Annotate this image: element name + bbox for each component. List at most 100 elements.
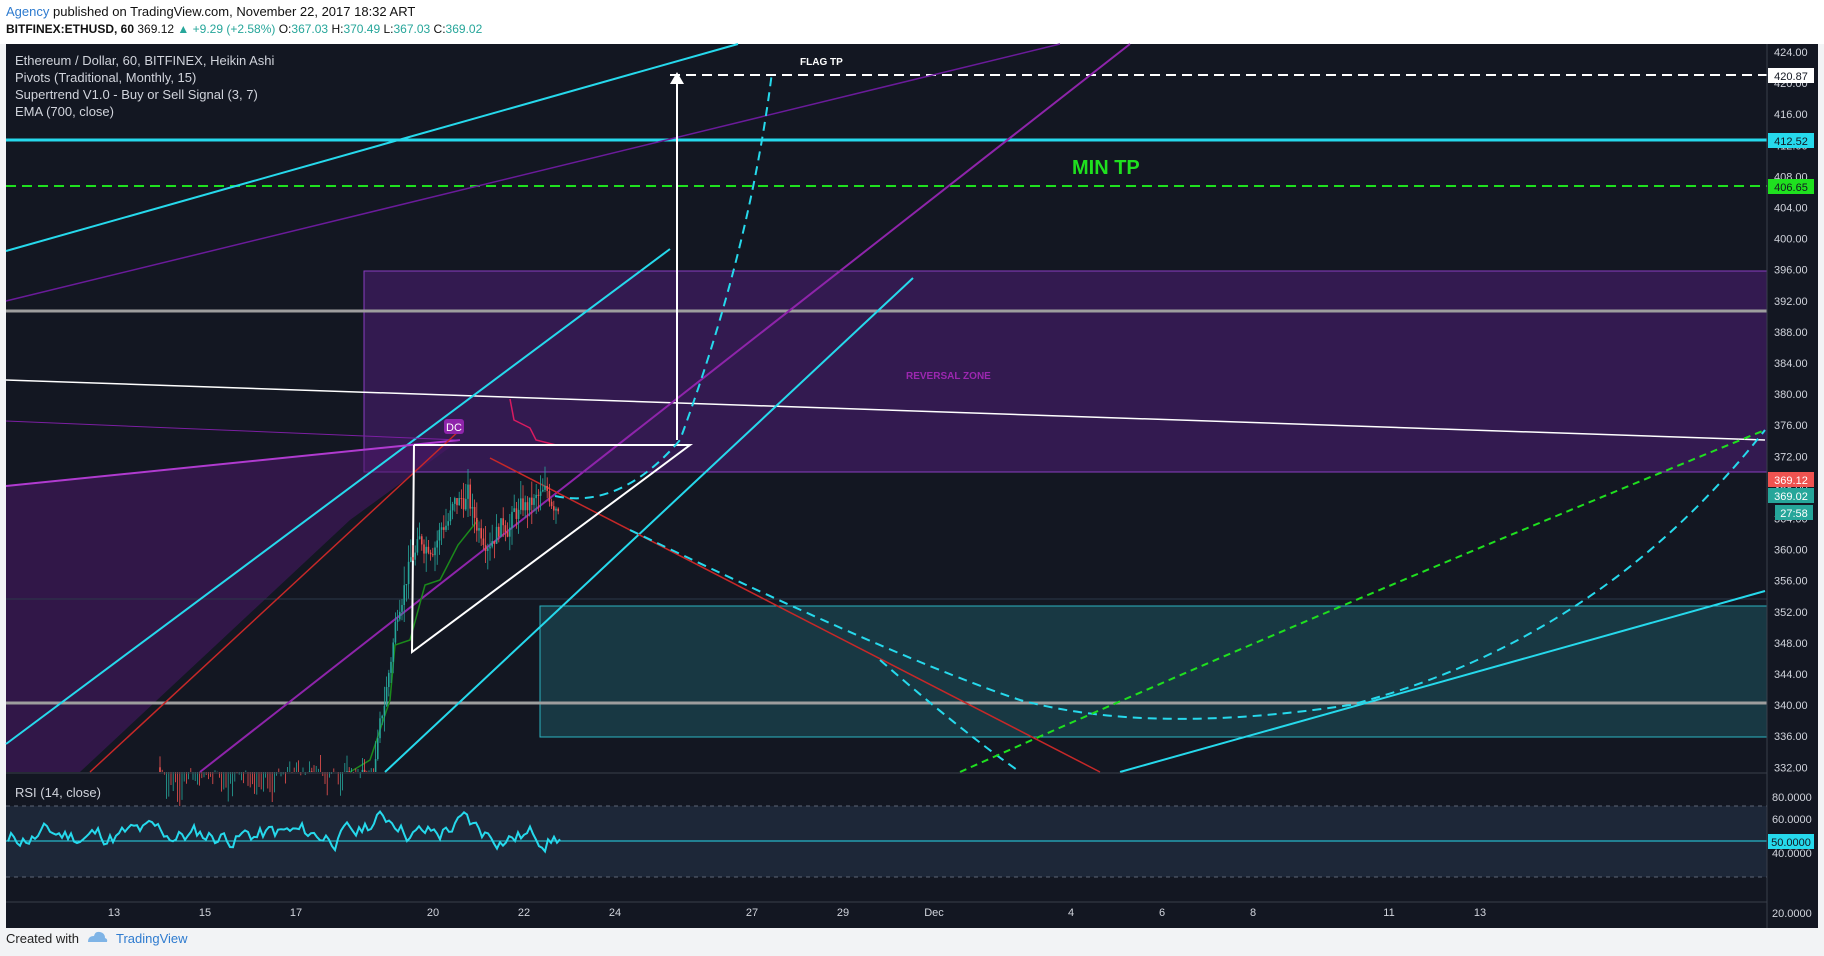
price-tick: 384.00: [1774, 358, 1808, 370]
time-tick: 29: [837, 907, 849, 919]
rsi-tick: 80.0000: [1772, 792, 1812, 804]
price-tick: 348.00: [1774, 638, 1808, 650]
publish-line: Agency published on TradingView.com, Nov…: [6, 4, 415, 19]
rsi-axis[interactable]: 80.0000 60.0000 40.0000 20.0000: [1772, 792, 1812, 920]
cyan-channel-mid: [5, 248, 671, 745]
time-tick: Dec: [924, 907, 944, 919]
ohlc-c-label: C:: [433, 22, 446, 36]
dc-text: DC: [446, 422, 462, 434]
author-link[interactable]: Agency: [6, 4, 50, 19]
price-tick: 352.00: [1774, 607, 1808, 619]
price-change: +9.29 (+2.58%): [192, 22, 276, 36]
resistance-badge-text: 412.52: [1774, 136, 1808, 148]
left-purple-area: [6, 440, 460, 772]
close-price-badge: [1768, 488, 1814, 503]
reversal-zone: [363, 270, 1768, 473]
price-tick: 360.00: [1774, 545, 1808, 557]
arrow-head-icon: [670, 72, 684, 84]
min-tp-label: MIN TP: [1072, 157, 1140, 179]
time-tick: 24: [609, 907, 621, 919]
price-tick: 388.00: [1774, 327, 1808, 339]
symbol-line: BITFINEX:ETHUSD, 60 369.12 ▲ +9.29 (+2.5…: [6, 22, 482, 36]
cyan-support-line: [1119, 590, 1766, 773]
legend-ema[interactable]: EMA (700, close): [15, 104, 114, 119]
rsi-tick: 20.0000: [1772, 908, 1812, 920]
ohlc-o-label: O:: [278, 22, 292, 36]
tradingview-link[interactable]: TradingView: [116, 931, 188, 946]
min-tp-badge: [1768, 179, 1814, 194]
flag-tp-badge: [1768, 68, 1814, 83]
dc-badge: [444, 419, 464, 434]
tradingview-logo-icon: [88, 931, 108, 942]
up-arrow-icon: ▲: [177, 22, 190, 36]
timer-badge: [1775, 505, 1813, 520]
support-zone: [539, 605, 1768, 738]
price-tick: 396.00: [1774, 265, 1808, 277]
time-tick: 20: [427, 907, 439, 919]
ohlc-o-value: 367.03: [291, 22, 329, 36]
descending-trendline: [5, 379, 1766, 441]
resistance-badge: [1768, 133, 1814, 148]
legend-series[interactable]: Ethereum / Dollar, 60, BITFINEX, Heikin …: [15, 53, 275, 68]
created-with-text: Created with: [6, 931, 79, 946]
timer-badge-text: 27:58: [1780, 508, 1808, 520]
time-axis[interactable]: 13 15 17 20 22 24 27 29 Dec 4 6 8 11 13: [108, 907, 1486, 919]
rsi-mid-badge-text: 50.0000: [1771, 837, 1811, 849]
supertrend-green: [349, 519, 479, 773]
time-tick: 6: [1159, 907, 1165, 919]
last-price-badge: [1768, 472, 1814, 487]
time-tick: 22: [518, 907, 530, 919]
time-tick: 15: [199, 907, 211, 919]
cyan-channel-low: [384, 277, 914, 773]
symbol-text: BITFINEX:ETHUSD, 60: [6, 22, 135, 36]
footer: [0, 928, 1824, 956]
rsi-mid-badge: [1768, 834, 1814, 849]
last-price-badge-text: 369.12: [1774, 475, 1808, 487]
purple-line-4: [5, 420, 461, 441]
price-tick: 380.00: [1774, 389, 1808, 401]
price-tick: 344.00: [1774, 669, 1808, 681]
price-tick: 392.00: [1774, 296, 1808, 308]
time-tick: 8: [1250, 907, 1256, 919]
red-line-1: [89, 429, 461, 773]
ohlc-l-value: 367.03: [393, 22, 431, 36]
purple-line-1: [5, 43, 1061, 302]
ohlc-c-value: 369.02: [445, 22, 483, 36]
candles: [159, 466, 559, 808]
min-tp-badge-text: 406.65: [1774, 182, 1808, 194]
rsi-legend[interactable]: RSI (14, close): [15, 785, 101, 800]
rsi-tick: 60.0000: [1772, 814, 1812, 826]
price-tick: 336.00: [1774, 731, 1808, 743]
price-tick: 356.00: [1774, 576, 1808, 588]
legend-supertrend[interactable]: Supertrend V1.0 - Buy or Sell Signal (3,…: [15, 87, 258, 102]
green-projection: [959, 429, 1766, 773]
ohlc-l-label: L:: [383, 22, 394, 36]
ohlc-h-label: H:: [331, 22, 344, 36]
bull-projection: [554, 71, 773, 500]
rsi-line: [7, 810, 561, 854]
time-tick: 17: [290, 907, 302, 919]
price-tick: 424.00: [1774, 47, 1808, 59]
last-price: 369.12: [137, 22, 175, 36]
chart-legend: Ethereum / Dollar, 60, BITFINEX, Heikin …: [15, 52, 274, 120]
purple-line-2: [199, 43, 1131, 773]
supertrend-red: [509, 398, 557, 446]
price-tick: 340.00: [1774, 700, 1808, 712]
ohlc-h-value: 370.49: [343, 22, 381, 36]
red-line-2: [489, 457, 1101, 773]
bear-projection: [629, 429, 1766, 720]
cyan-channel-top: [5, 43, 739, 252]
legend-pivots[interactable]: Pivots (Traditional, Monthly, 15): [15, 70, 197, 85]
price-tick: 400.00: [1774, 234, 1808, 246]
published-text: published on TradingView.com, November 2…: [53, 4, 416, 19]
price-axis[interactable]: 424.00420.00416.00412.00408.00404.00400.…: [1774, 47, 1808, 774]
time-tick: 13: [1474, 907, 1486, 919]
price-tick: 332.00: [1774, 762, 1808, 774]
price-tick: 376.00: [1774, 420, 1808, 432]
time-tick: 4: [1068, 907, 1074, 919]
flag-tp-badge-text: 420.87: [1774, 71, 1808, 83]
close-price-badge-text: 369.02: [1774, 491, 1808, 503]
time-tick: 13: [108, 907, 120, 919]
flag-tp-label: FLAG TP: [800, 57, 843, 68]
